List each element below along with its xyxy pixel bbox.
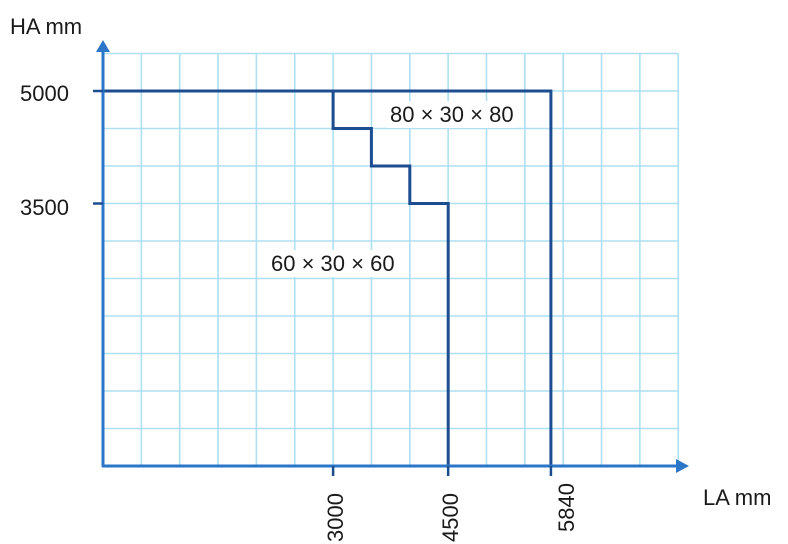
y-tick-label: 3500: [20, 195, 69, 220]
series-line-0: [103, 89, 553, 466]
series-label: 80 × 30 × 80: [390, 102, 514, 127]
x-tick-label: 5840: [554, 483, 579, 532]
x-axis-arrow: [676, 459, 689, 473]
y-axis-arrow: [96, 40, 110, 52]
label-background: [387, 101, 517, 128]
y-tick-label: 5000: [20, 81, 69, 106]
axes: [93, 40, 689, 476]
x-tick-label: 3000: [323, 493, 348, 542]
y-axis-label: HA mm: [10, 14, 82, 39]
series-layer: [103, 89, 553, 466]
x-tick-label: 4500: [438, 493, 463, 542]
label-background: [268, 250, 398, 277]
x-axis-label: LA mm: [703, 485, 771, 510]
series-label: 60 × 30 × 60: [271, 251, 395, 276]
series-line-1: [331, 91, 450, 466]
